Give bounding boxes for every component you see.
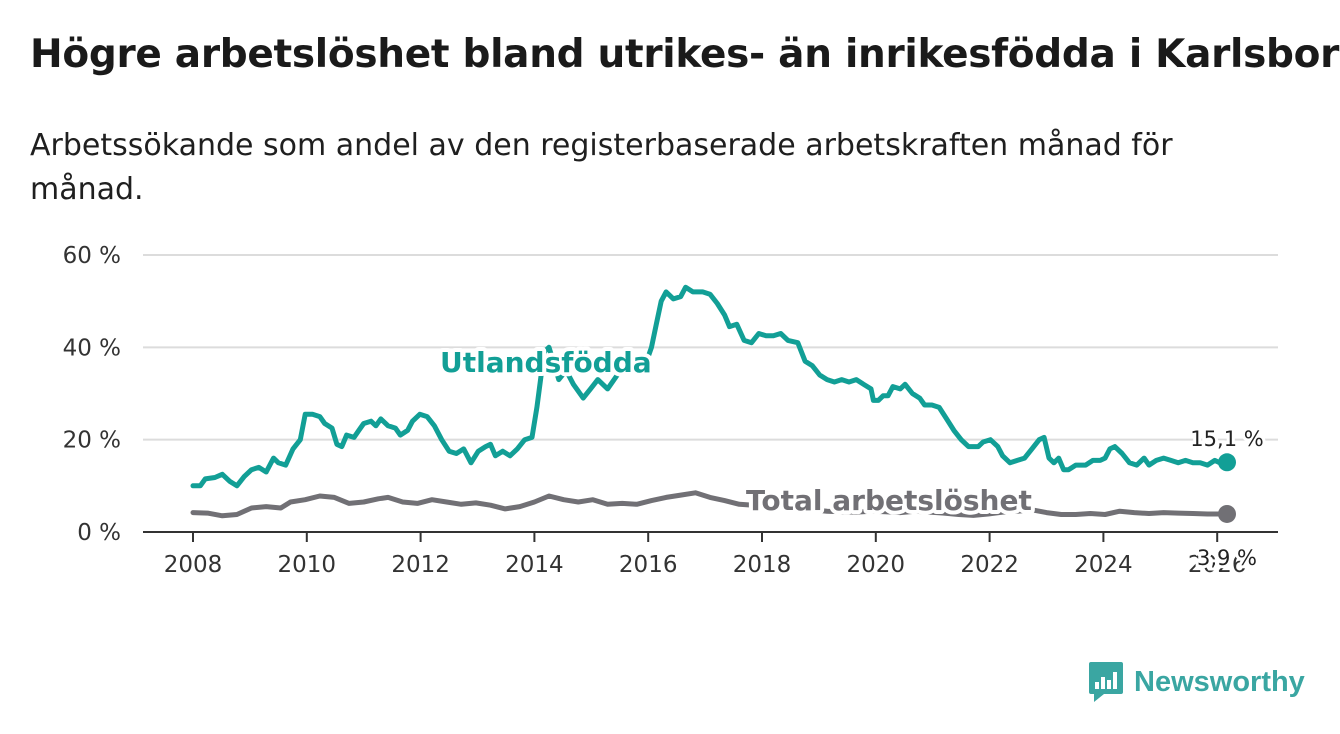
x-tick-label: 2026 (1188, 552, 1247, 578)
y-tick-label: 0 % (77, 520, 121, 546)
x-tick-label: 2020 (847, 552, 906, 578)
newsworthy-logo: Newsworthy (1088, 660, 1305, 704)
end-value-total: 3,9 % (1197, 546, 1257, 570)
series-line-utlandsfodda (190, 284, 1230, 489)
series-label-utlandsfodda: Utlandsfödda (440, 346, 652, 379)
bar-chart-icon (1089, 662, 1123, 702)
end-point-total (1218, 504, 1236, 523)
chart-subtitle: Arbetssökande som andel av den registerb… (30, 128, 1173, 207)
x-tick-label: 2014 (505, 552, 564, 578)
brand-name: Newsworthy (1134, 665, 1305, 698)
y-tick-label: 40 % (63, 335, 121, 361)
y-tick-label: 60 % (63, 243, 121, 269)
series-line-total (190, 490, 1230, 519)
x-tick-label: 2024 (1074, 552, 1133, 578)
chart-title: Högre arbetslöshet bland utrikes- än inr… (30, 32, 1340, 77)
x-tick-label: 2010 (278, 552, 337, 578)
end-value-utlandsfodda: 15,1 % (1190, 427, 1263, 451)
x-tick-label: 2008 (164, 552, 223, 578)
end-point-utlandsfodda (1218, 453, 1236, 472)
x-tick-label: 2012 (391, 552, 450, 578)
y-tick-label: 20 % (63, 428, 121, 454)
series-label-total: Total arbetslöshet (746, 484, 1032, 517)
x-tick-label: 2018 (733, 552, 792, 578)
x-tick-label: 2022 (960, 552, 1019, 578)
x-tick-label: 2016 (619, 552, 678, 578)
